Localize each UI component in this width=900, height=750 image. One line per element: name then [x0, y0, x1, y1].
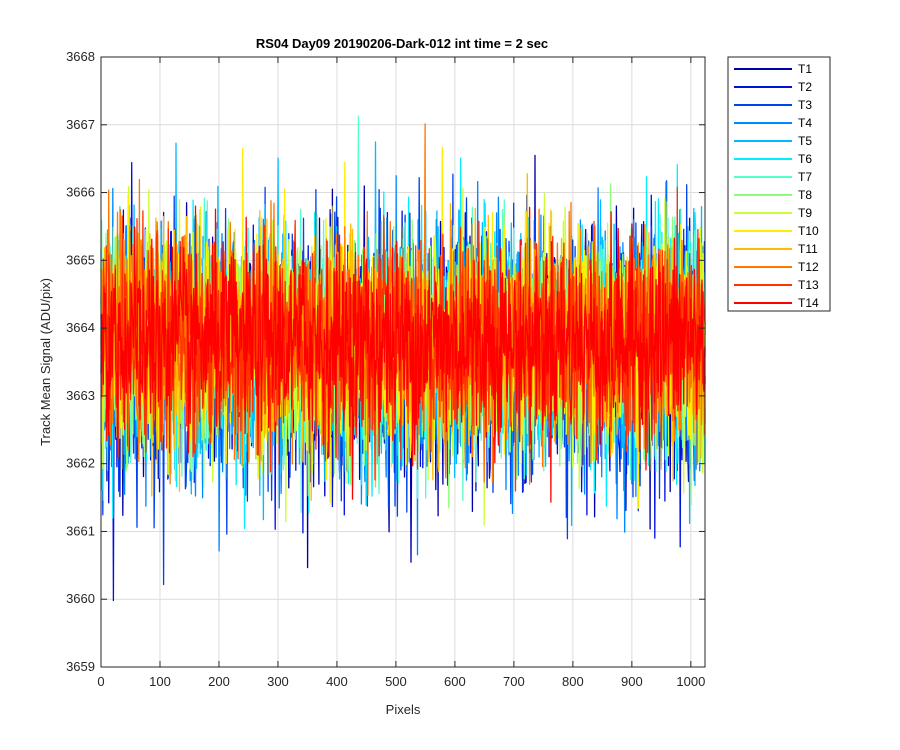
legend-label-t10: T10	[798, 224, 819, 238]
legend-label-t2: T2	[798, 80, 812, 94]
x-tick-label: 500	[385, 674, 407, 689]
legend-label-t14: T14	[798, 296, 819, 310]
y-tick-label: 3668	[66, 49, 95, 64]
x-tick-label: 400	[326, 674, 348, 689]
legend-label-t11: T11	[798, 242, 818, 256]
legend-box	[727, 56, 831, 312]
y-tick-label: 3666	[66, 185, 95, 200]
series-line-t14	[100, 205, 706, 503]
x-axis-ticks: 0 100 200 300 400 500 600 700 800 900 1000	[97, 57, 705, 689]
y-tick-label: 3663	[66, 388, 95, 403]
x-tick-label: 700	[503, 674, 525, 689]
legend-label-t4: T4	[798, 116, 812, 130]
y-tick-label: 3664	[66, 320, 95, 335]
y-axis-ticks: 3659 3660 3661 3662 3663 3664 3665 3666 3667 3668	[66, 49, 705, 674]
y-tick-label: 3662	[66, 456, 95, 471]
legend-label-t5: T5	[798, 134, 812, 148]
chart-title: RS04 Day09 20190206-Dark-012 int time = …	[256, 36, 548, 51]
legend-label-t13: T13	[798, 278, 819, 292]
legend-label-t8: T8	[798, 188, 812, 202]
x-axis-label: Pixels	[386, 702, 421, 717]
x-tick-label: 800	[562, 674, 584, 689]
plot-frame	[100, 56, 706, 668]
y-tick-label: 3659	[66, 659, 95, 674]
x-tick-label: 300	[267, 674, 289, 689]
x-tick-label: 600	[444, 674, 466, 689]
legend-label-t12: T12	[798, 260, 819, 274]
y-axis-label: Track Mean Signal (ADU/pix)	[38, 278, 53, 446]
legend-label-t3: T3	[798, 98, 812, 112]
y-tick-label: 3667	[66, 117, 95, 132]
x-tick-label: 0	[97, 674, 104, 689]
legend-items: T1 T2 T3 T4 T5 T6 T7 T8 T9 T10 T11 T12 T13 T14	[734, 62, 819, 310]
x-tick-label: 100	[149, 674, 171, 689]
x-tick-label: 1000	[676, 674, 705, 689]
x-tick-label: 200	[208, 674, 230, 689]
y-tick-label: 3660	[66, 591, 95, 606]
x-tick-label: 900	[621, 674, 643, 689]
y-tick-label: 3665	[66, 252, 95, 267]
legend-label-t1: T1	[798, 62, 812, 76]
legend-label-t9: T9	[798, 206, 812, 220]
legend-label-t7: T7	[798, 170, 812, 184]
legend: T1 T2 T3 T4 T5 T6 T7 T8 T9 T10 T11 T12 T13 T14	[727, 56, 831, 312]
y-tick-label: 3661	[66, 523, 95, 538]
legend-label-t6: T6	[798, 152, 812, 166]
series-lines	[100, 115, 706, 602]
